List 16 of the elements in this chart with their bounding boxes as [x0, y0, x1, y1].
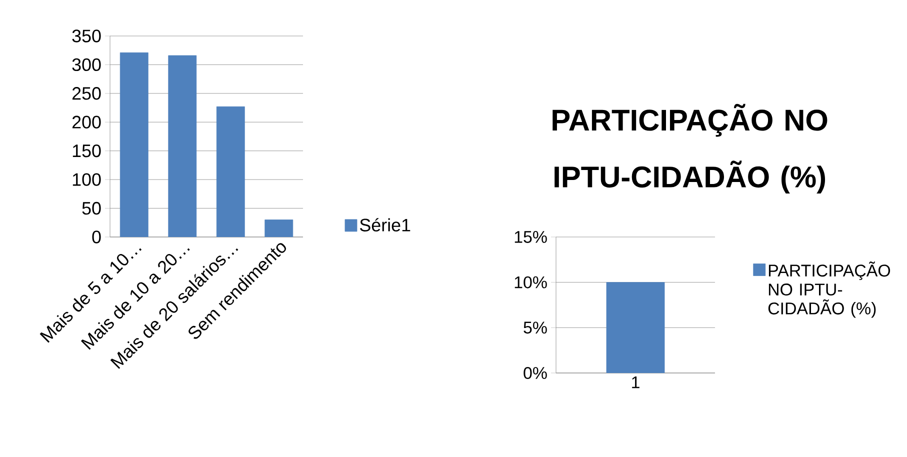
chart-title: PARTICIPAÇÃO NO IPTU-CIDADÃO (%) [552, 104, 828, 194]
y-tick-label: 0 [92, 230, 101, 244]
y-tick-label: 50 [82, 202, 101, 215]
y-tick-label: 100 [72, 173, 101, 186]
y-tick-label: 150 [72, 144, 101, 158]
legend-label: Série1 [360, 218, 410, 232]
y-tick-label: 15% [514, 231, 547, 243]
y-tick-label: 300 [72, 58, 101, 72]
y-tick-label: 200 [72, 116, 101, 128]
x-tick-label: 1 [632, 376, 640, 388]
legend-label: PARTICIPAÇÃO NO IPTU-CIDADÃO (%) [768, 262, 890, 318]
y-tick-label: 10% [514, 276, 547, 288]
y-tick-label: 0% [524, 366, 547, 379]
y-tick-label: 5% [524, 322, 547, 334]
y-tick-label: 350 [72, 30, 101, 42]
y-tick-label: 250 [72, 87, 101, 100]
